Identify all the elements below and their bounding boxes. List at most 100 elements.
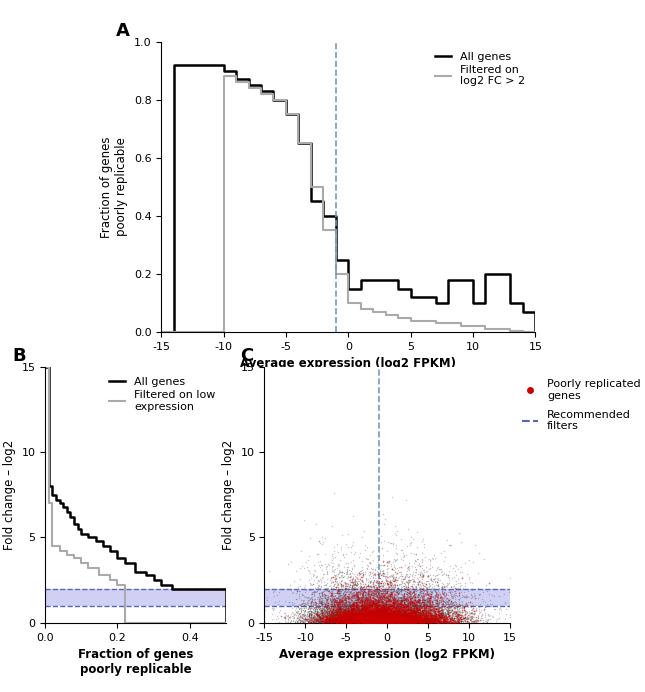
Point <box>384 614 395 626</box>
Point <box>380 609 390 620</box>
Point <box>317 605 327 616</box>
Point <box>352 615 362 626</box>
Point <box>406 612 416 623</box>
Point <box>460 606 470 617</box>
Point <box>357 608 367 619</box>
Point <box>351 597 361 608</box>
Point <box>424 614 434 625</box>
Point <box>306 617 317 628</box>
Point <box>410 595 421 606</box>
Point <box>353 585 363 597</box>
Point <box>404 602 415 613</box>
Point <box>409 617 419 628</box>
Point <box>331 605 341 616</box>
Point <box>397 617 407 628</box>
Point <box>414 613 424 624</box>
Point <box>432 604 442 615</box>
Point <box>400 617 410 628</box>
Point <box>412 615 422 626</box>
Point <box>343 612 353 623</box>
Point <box>384 602 394 613</box>
Point <box>400 616 410 627</box>
Point <box>347 606 357 617</box>
Point <box>376 613 386 624</box>
Point <box>350 603 360 614</box>
Point <box>319 616 329 627</box>
Point <box>329 615 339 626</box>
Point <box>329 614 339 626</box>
Point <box>346 614 356 626</box>
Point <box>397 612 407 623</box>
Point <box>395 610 406 621</box>
Point <box>412 612 422 623</box>
Point <box>442 597 453 608</box>
Point <box>322 616 332 627</box>
Point <box>394 587 404 598</box>
Point <box>353 608 363 619</box>
Point <box>358 612 368 623</box>
Point <box>376 599 386 610</box>
Point <box>348 613 359 624</box>
Point <box>391 614 401 626</box>
Point <box>397 608 408 619</box>
Point <box>373 611 384 622</box>
Point <box>332 604 342 615</box>
Point <box>323 597 333 608</box>
Point <box>365 606 375 617</box>
Point <box>350 575 361 586</box>
Point <box>332 615 342 626</box>
Point <box>390 587 401 598</box>
Point <box>343 599 353 610</box>
Point <box>341 614 352 625</box>
Point <box>330 574 341 585</box>
Point <box>345 579 355 590</box>
Point <box>398 616 408 627</box>
Point <box>390 610 400 621</box>
Point <box>326 610 337 621</box>
Point <box>401 606 412 617</box>
Point <box>299 609 310 620</box>
Point <box>410 612 421 623</box>
Point <box>357 610 367 621</box>
Point <box>418 612 428 623</box>
Point <box>354 568 364 579</box>
Point <box>411 614 421 626</box>
Point <box>373 615 383 626</box>
Point <box>397 599 408 610</box>
Point <box>372 582 382 593</box>
Point <box>361 614 371 626</box>
Point <box>392 610 402 621</box>
Point <box>391 606 401 617</box>
Point <box>344 607 354 618</box>
Point <box>382 600 393 611</box>
Point <box>370 605 381 616</box>
Point <box>325 614 335 625</box>
Point <box>340 591 350 602</box>
Point <box>304 615 315 626</box>
Point <box>348 579 359 590</box>
Point <box>364 615 375 626</box>
Point <box>319 599 330 610</box>
Point <box>384 614 394 625</box>
Point <box>405 608 415 619</box>
Point <box>399 608 410 619</box>
Point <box>406 617 416 628</box>
Point <box>392 612 402 623</box>
Point <box>366 605 377 616</box>
Point <box>355 610 365 621</box>
Point <box>377 599 387 610</box>
Point <box>361 612 372 623</box>
Point <box>369 614 379 626</box>
Point <box>401 612 412 623</box>
Point <box>399 594 410 605</box>
Point <box>417 601 427 612</box>
Point <box>423 614 433 625</box>
Point <box>365 599 375 610</box>
Point <box>362 612 372 623</box>
Point <box>415 614 426 626</box>
Point <box>333 599 343 610</box>
Point <box>439 615 449 626</box>
Point <box>382 614 392 626</box>
Point <box>357 604 367 615</box>
Point <box>406 597 417 608</box>
